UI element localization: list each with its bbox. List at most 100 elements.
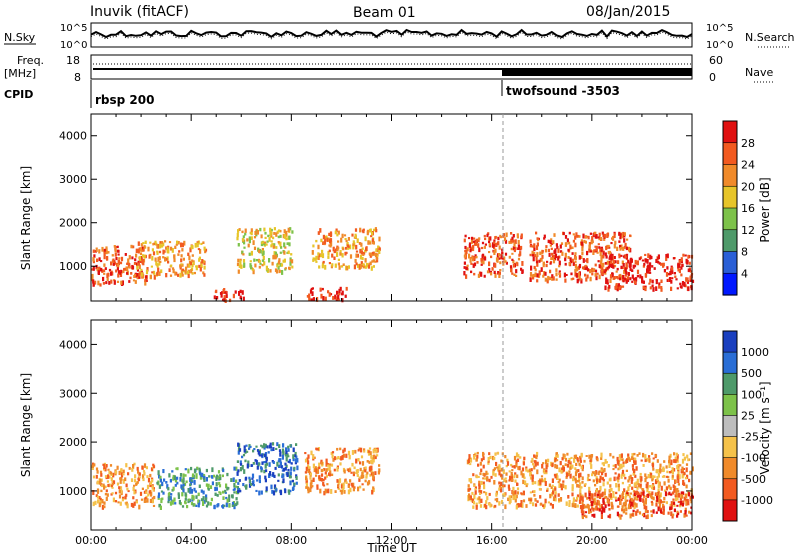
heatmap-cell xyxy=(180,258,183,263)
heatmap-cell xyxy=(187,252,190,256)
heatmap-cell xyxy=(662,511,665,515)
heatmap-cell xyxy=(622,274,625,280)
heatmap-cell xyxy=(472,256,475,262)
heatmap-cell xyxy=(173,254,176,258)
heatmap-cell xyxy=(513,455,517,461)
heatmap-cell xyxy=(199,471,202,476)
heatmap-cell xyxy=(490,272,493,276)
heatmap-cell xyxy=(310,298,313,302)
heatmap-cell xyxy=(334,490,337,493)
heatmap-cell xyxy=(547,239,550,244)
heatmap-cell xyxy=(334,248,338,252)
heatmap-cell xyxy=(597,260,600,263)
heatmap-cell xyxy=(149,473,152,478)
heatmap-cell xyxy=(334,456,337,461)
heatmap-cell xyxy=(582,266,585,270)
heatmap-cell xyxy=(580,452,583,458)
heatmap-cell xyxy=(147,246,150,252)
heatmap-cell xyxy=(597,478,600,483)
heatmap-cell xyxy=(470,270,473,274)
heatmap-cell xyxy=(177,253,180,256)
heatmap-cell xyxy=(104,466,107,472)
heatmap-cell xyxy=(151,256,154,261)
heatmap-cell xyxy=(233,482,236,488)
heatmap-cell xyxy=(250,236,253,240)
heatmap-cell xyxy=(236,236,239,241)
heatmap-cell xyxy=(93,254,96,258)
heatmap-cell xyxy=(184,492,187,497)
heatmap-cell xyxy=(98,496,101,500)
heatmap-cell xyxy=(599,478,602,483)
heatmap-cell xyxy=(546,278,549,284)
heatmap-cell xyxy=(651,487,654,490)
heatmap-cell xyxy=(478,247,481,253)
heatmap-cell xyxy=(568,262,571,266)
colorbar-tick-label: -500 xyxy=(741,473,766,486)
heatmap-cell xyxy=(352,487,355,492)
heatmap-cell xyxy=(103,248,106,252)
heatmap-cell xyxy=(681,458,685,464)
heatmap-cell xyxy=(548,483,551,487)
heatmap-cell xyxy=(159,475,162,480)
heatmap-cell xyxy=(373,228,376,232)
heatmap-cell xyxy=(137,470,140,474)
heatmap-cell xyxy=(350,482,353,486)
heatmap-cell xyxy=(242,453,246,457)
heatmap-cell xyxy=(368,450,371,455)
heatmap-cell xyxy=(607,501,610,506)
heatmap-cell xyxy=(499,488,503,493)
heatmap-cell xyxy=(487,237,491,241)
heatmap-cell xyxy=(594,263,597,267)
heatmap-cell xyxy=(581,468,584,472)
heatmap-cell xyxy=(374,471,377,475)
heatmap-cell xyxy=(591,502,594,507)
heatmap-cell xyxy=(545,469,548,473)
heatmap-cell xyxy=(158,474,161,479)
heatmap-cell xyxy=(554,457,557,462)
heatmap-cell xyxy=(591,473,594,477)
heatmap-cell xyxy=(353,472,356,474)
heatmap-cell xyxy=(341,484,344,489)
heatmap-cell xyxy=(581,476,584,481)
heatmap-cell xyxy=(184,497,187,501)
heatmap-cell xyxy=(286,453,289,458)
heatmap-cell xyxy=(132,279,136,282)
heatmap-cell xyxy=(232,477,235,482)
heatmap-cell xyxy=(619,277,622,281)
heatmap-cell xyxy=(686,262,689,265)
heatmap-cell xyxy=(678,260,681,265)
heatmap-cell xyxy=(353,466,356,470)
heatmap-cell xyxy=(153,274,156,280)
heatmap-cell xyxy=(279,241,282,247)
heatmap-cell xyxy=(253,258,256,262)
heatmap-cell xyxy=(665,257,668,261)
heatmap-cell xyxy=(307,488,310,494)
heatmap-cell xyxy=(178,250,181,253)
heatmap-cell xyxy=(120,256,124,262)
heatmap-cell xyxy=(133,490,136,495)
heatmap-cell xyxy=(248,478,251,483)
heatmap-cell xyxy=(317,244,320,250)
heatmap-cell xyxy=(631,513,634,517)
heatmap-cell xyxy=(516,474,519,479)
heatmap-cell xyxy=(604,458,607,464)
heatmap-cell xyxy=(146,498,149,503)
heatmap-cell xyxy=(332,246,335,252)
heatmap-cell xyxy=(497,271,500,275)
heatmap-cell xyxy=(138,476,141,479)
heatmap-cell xyxy=(500,459,503,463)
heatmap-cell xyxy=(572,497,575,502)
heatmap-cell xyxy=(669,503,672,506)
heatmap-cell xyxy=(321,264,324,269)
heatmap-cell xyxy=(543,471,546,475)
heatmap-cell xyxy=(377,470,380,475)
heatmap-cell xyxy=(194,490,197,493)
heatmap-cell xyxy=(598,274,601,280)
heatmap-cell xyxy=(105,250,108,255)
heatmap-cell xyxy=(219,477,222,481)
heatmap-cell xyxy=(463,261,466,265)
heatmap-cell xyxy=(568,500,571,504)
heatmap-cell xyxy=(213,474,216,478)
heatmap-cell xyxy=(366,481,370,486)
heatmap-cell xyxy=(237,269,240,274)
